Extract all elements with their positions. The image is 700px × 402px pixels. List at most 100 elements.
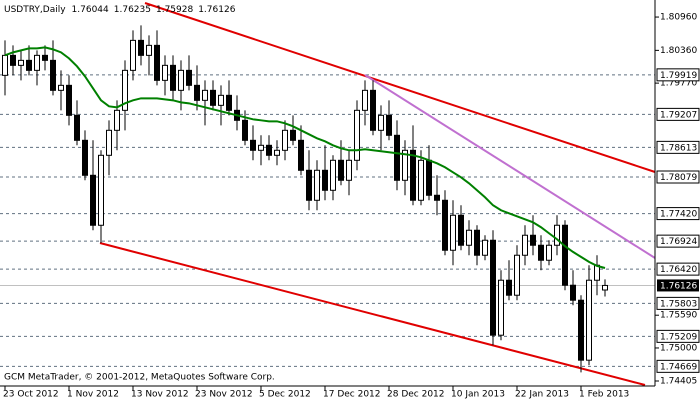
candle-body: [266, 144, 272, 156]
candle-body: [586, 279, 592, 361]
candle-body: [50, 59, 56, 91]
level-label-box: [656, 170, 700, 184]
level-label-box: [656, 234, 700, 248]
level-label: 1.75803: [660, 299, 697, 309]
candle-body: [466, 229, 472, 246]
y-tick-label: 1.74405: [660, 377, 697, 387]
candle-body: [18, 59, 24, 66]
candle-body: [34, 54, 40, 71]
trend-line-upper: [144, 2, 656, 173]
candle-body: [458, 214, 464, 246]
candle-body: [170, 64, 176, 91]
candle-body: [2, 54, 8, 76]
x-tick-label: 23 Nov 2012: [195, 390, 253, 400]
candle-body: [602, 284, 608, 291]
candle-body: [578, 299, 584, 361]
candle-body: [490, 239, 496, 336]
copyright: GCM MetaTrader, © 2001-2012, MetaQuotes …: [4, 373, 275, 383]
chart-header: USDTRY,Daily 1.76044 1.76235 1.75928 1.76126: [4, 5, 236, 15]
candle-body: [42, 54, 48, 61]
x-tick-label: 1 Nov 2012: [67, 390, 119, 400]
level-label: 1.76924: [660, 237, 697, 247]
candle-body: [186, 69, 192, 86]
level-label: 1.77420: [660, 210, 697, 220]
level-label-box: [656, 68, 700, 82]
y-tick-label: 1.80960: [660, 13, 697, 23]
candle-body: [138, 39, 144, 56]
candle-body: [554, 224, 560, 246]
candle-body: [506, 279, 512, 296]
candle-body: [498, 279, 504, 336]
candle-body: [258, 144, 264, 151]
y-tick-label: 1.79770: [660, 79, 697, 89]
candle-body: [378, 114, 384, 131]
trend-line-violet: [364, 74, 656, 259]
x-tick-label: 28 Dec 2012: [387, 390, 445, 400]
candle-body: [154, 44, 160, 81]
candle-body: [570, 284, 576, 301]
axis-layer: 1.80960 1.80360 1.79770 1.75590 1.75000 1.744…: [3, 13, 700, 400]
y-tick-label: 1.75000: [660, 343, 697, 353]
candle-body: [114, 109, 120, 131]
candle-body: [282, 129, 288, 151]
bid-label: 1.76126: [660, 281, 697, 291]
header-open: 1.76044: [72, 5, 109, 15]
candle-body: [74, 114, 80, 141]
x-tick-label: 1 Feb 2013: [579, 390, 629, 400]
candle-body: [530, 234, 536, 246]
level-label-box: [656, 107, 700, 121]
candle-body: [362, 89, 368, 111]
candle-body: [450, 214, 456, 251]
level-label: 1.74669: [660, 362, 697, 372]
candle-body: [58, 84, 64, 91]
level-label-box: [656, 296, 700, 310]
level-label-box: [656, 207, 700, 221]
candle-body: [370, 89, 376, 131]
candle-body: [434, 194, 440, 201]
candle-body: [418, 159, 424, 201]
candle-body: [298, 139, 304, 171]
candle-body: [122, 69, 128, 111]
x-tick-label: 17 Dec 2012: [323, 390, 381, 400]
x-tick-label: 10 Jan 2013: [451, 390, 505, 400]
candle-body: [546, 244, 552, 261]
header-high: 1.76235: [114, 5, 151, 15]
candle-body: [402, 149, 408, 181]
x-tick-label: 5 Dec 2012: [259, 390, 311, 400]
candle-body: [202, 89, 208, 101]
candle-body: [10, 54, 16, 66]
candle-body: [410, 149, 416, 201]
candle-body: [90, 174, 96, 226]
candle-body: [330, 159, 336, 191]
y-tick-label: 1.80360: [660, 46, 697, 56]
level-label-box: [656, 140, 700, 154]
header-low: 1.75928: [156, 5, 193, 15]
candle-body: [394, 134, 400, 181]
candle-body: [594, 264, 600, 281]
candle-body: [210, 89, 216, 106]
bid-label-box: [657, 279, 699, 292]
x-tick-label: 23 Oct 2012: [3, 390, 59, 400]
level-label: 1.76420: [660, 265, 697, 275]
moving-average: [4, 46, 606, 269]
candle-body: [146, 44, 152, 56]
candle-body: [474, 229, 480, 256]
level-label: 1.79207: [660, 110, 697, 120]
level-label: 1.75209: [660, 332, 697, 342]
candle-body: [98, 154, 104, 226]
candle-body: [162, 64, 168, 81]
candle-body: [106, 129, 112, 156]
candle-body: [354, 109, 360, 161]
candle-body: [562, 224, 568, 286]
candle-body: [226, 94, 232, 111]
candle-body: [178, 69, 184, 91]
candle-body: [26, 59, 32, 71]
candle-body: [426, 159, 432, 196]
candle-body: [274, 149, 280, 156]
level-label: 1.79919: [660, 71, 697, 81]
candle-body: [82, 139, 88, 176]
level-label: 1.78613: [660, 143, 697, 153]
candle-body: [250, 139, 256, 151]
